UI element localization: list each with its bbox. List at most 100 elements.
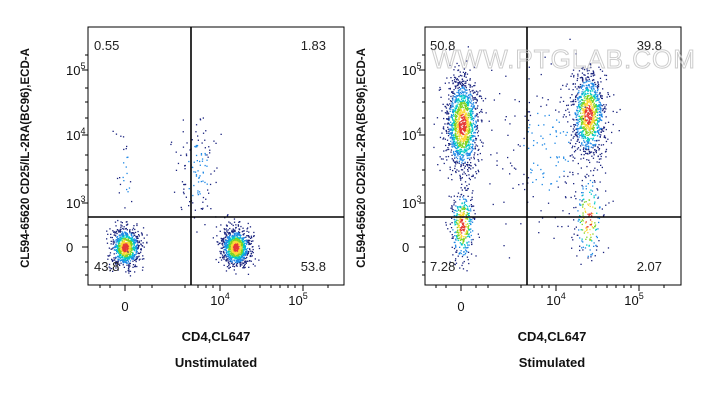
- event-dot: [590, 151, 593, 153]
- event-dot: [585, 137, 587, 140]
- event-dot: [595, 150, 597, 152]
- event-dot: [469, 69, 471, 71]
- event-dot: [121, 247, 123, 249]
- event-dot: [455, 141, 457, 143]
- event-dot: [470, 119, 472, 121]
- event-dot: [467, 121, 469, 123]
- event-dot: [445, 107, 448, 109]
- event-dot: [130, 258, 132, 260]
- event-dot: [603, 135, 606, 137]
- event-dot: [456, 112, 459, 114]
- event-dot: [607, 92, 609, 94]
- event-dot: [468, 148, 470, 150]
- event-dot: [602, 130, 605, 132]
- event-dot: [231, 239, 233, 241]
- event-dot: [468, 136, 470, 138]
- event-dot: [573, 151, 576, 153]
- event-dot: [123, 180, 125, 182]
- event-dot: [246, 235, 248, 237]
- event-dot: [230, 254, 232, 256]
- event-dot: [468, 177, 470, 179]
- event-dot: [132, 256, 134, 258]
- event-dot: [243, 250, 245, 252]
- event-dot: [466, 103, 469, 105]
- event-dot: [454, 108, 457, 110]
- event-dot: [454, 120, 456, 123]
- event-dot: [476, 126, 478, 128]
- event-dot: [232, 265, 234, 267]
- event-dot: [587, 112, 589, 115]
- event-dot: [463, 206, 465, 208]
- event-dot: [462, 122, 465, 124]
- event-dot: [451, 91, 453, 93]
- event-dot: [467, 259, 469, 261]
- event-dot: [254, 265, 256, 267]
- event-dot: [135, 247, 137, 249]
- event-dot: [579, 116, 581, 118]
- event-dot: [580, 118, 582, 120]
- event-dot: [239, 252, 241, 254]
- event-dot: [463, 103, 465, 105]
- event-dot: [584, 116, 587, 118]
- event-dot: [111, 259, 113, 261]
- event-dot: [461, 202, 463, 205]
- event-dot: [444, 138, 446, 140]
- event-dot: [571, 154, 573, 156]
- event-dot: [592, 117, 595, 119]
- event-dot: [600, 112, 602, 114]
- event-dot: [462, 254, 464, 256]
- event-dot: [465, 142, 467, 145]
- event-dot: [583, 137, 585, 140]
- event-dot: [605, 128, 607, 131]
- event-dot: [581, 86, 583, 88]
- event-dot: [467, 138, 469, 141]
- event-dot: [130, 257, 132, 259]
- event-dot: [575, 122, 578, 124]
- event-dot: [475, 137, 477, 139]
- event-dot: [235, 257, 237, 259]
- event-dot: [465, 95, 467, 98]
- event-dot: [576, 107, 579, 109]
- event-dot: [592, 70, 594, 72]
- event-dot: [463, 96, 465, 98]
- event-dot: [458, 129, 460, 131]
- event-dot: [241, 255, 243, 258]
- event-dot: [601, 105, 603, 107]
- event-dot: [462, 84, 465, 86]
- event-dot: [607, 121, 610, 123]
- event-dot: [241, 259, 243, 261]
- event-dot: [228, 257, 230, 259]
- event-dot: [593, 227, 595, 229]
- event-dot: [583, 95, 585, 97]
- event-dot: [126, 243, 128, 245]
- event-dot: [140, 243, 142, 246]
- event-dot: [474, 91, 476, 94]
- event-dot: [594, 112, 596, 114]
- event-dot: [459, 130, 461, 133]
- event-dot: [584, 133, 587, 136]
- event-dot: [459, 102, 462, 104]
- event-dot: [592, 121, 594, 123]
- event-dot: [461, 106, 463, 108]
- event-dot: [471, 175, 473, 178]
- event-dot: [465, 87, 467, 89]
- event-dot: [461, 78, 463, 80]
- event-dot: [471, 118, 473, 120]
- event-dot: [581, 132, 583, 134]
- event-dot: [578, 118, 580, 120]
- event-dot: [230, 251, 232, 253]
- event-dot: [579, 120, 581, 123]
- event-dot: [451, 118, 454, 120]
- event-dot: [122, 233, 125, 235]
- event-dot: [581, 142, 583, 144]
- event-dot: [226, 266, 229, 268]
- event-dot: [587, 139, 589, 141]
- event-dot: [465, 141, 468, 143]
- event-dot: [206, 183, 208, 185]
- event-dot: [471, 90, 473, 92]
- event-dot: [588, 119, 590, 122]
- event-dot: [450, 106, 453, 108]
- event-dot: [449, 143, 451, 145]
- event-dot: [110, 236, 112, 239]
- event-dot: [453, 212, 455, 214]
